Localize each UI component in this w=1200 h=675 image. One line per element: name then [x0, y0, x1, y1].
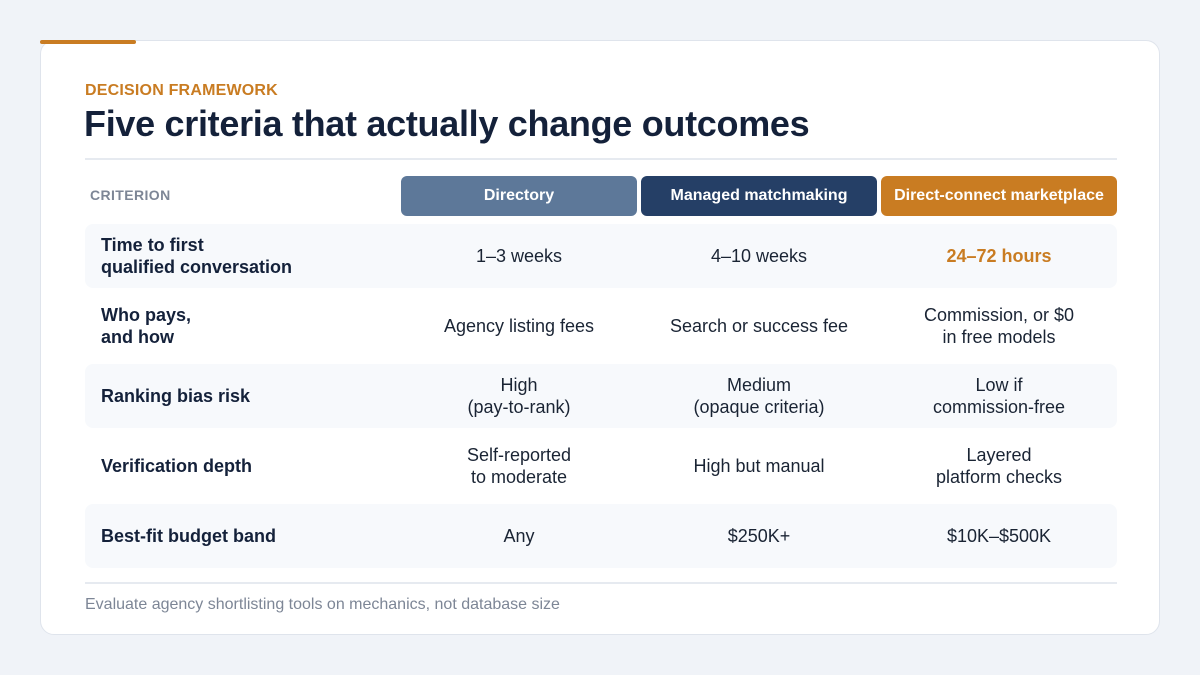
- footer-divider: [85, 582, 1117, 584]
- directory-value: High (pay-to-rank): [467, 375, 571, 417]
- title-divider: [85, 158, 1117, 160]
- managed-matchmaking-value: Medium (opaque criteria): [693, 375, 825, 417]
- directory-value: Agency listing fees: [443, 316, 595, 336]
- column-header-managed-matchmaking: Managed matchmaking: [641, 176, 877, 216]
- directory-value: 1–3 weeks: [475, 246, 563, 266]
- table-row: Time to first qualified conversation 1–3…: [85, 224, 1117, 288]
- row-criterion-label: Best-fit budget band: [101, 526, 276, 546]
- framework-card: DECISION FRAMEWORK Five criteria that ac…: [40, 40, 1160, 635]
- row-criterion-label: Who pays, and how: [101, 305, 192, 347]
- directory-value: Self-reported to moderate: [466, 445, 572, 487]
- table-row: Verification depth Self-reported to mode…: [85, 434, 1117, 498]
- column-header-direct-connect-marketplace: Direct-connect marketplace: [881, 176, 1117, 216]
- direct-connect-value: $10K–$500K: [946, 526, 1052, 546]
- table-row: Who pays, and how Agency listing fees Se…: [85, 294, 1117, 358]
- managed-matchmaking-value: Search or success fee: [669, 316, 849, 336]
- eyebrow-label: DECISION FRAMEWORK: [85, 82, 278, 99]
- direct-connect-value: Low if commission-free: [932, 375, 1066, 417]
- row-criterion-label: Verification depth: [101, 456, 253, 476]
- table-row: Best-fit budget band Any $250K+ $10K–$50…: [85, 504, 1117, 568]
- criterion-column-header: CRITERION: [90, 187, 171, 203]
- page-title: Five criteria that actually change outco…: [84, 103, 810, 144]
- directory-value: Any: [503, 526, 535, 546]
- managed-matchmaking-value: High but manual: [693, 456, 825, 476]
- table-row: Ranking bias risk High (pay-to-rank) Med…: [85, 364, 1117, 428]
- column-header-directory: Directory: [401, 176, 637, 216]
- direct-connect-value: 24–72 hours: [946, 246, 1052, 266]
- row-criterion-label: Ranking bias risk: [101, 386, 251, 406]
- managed-matchmaking-value: 4–10 weeks: [710, 246, 808, 266]
- direct-connect-value: Commission, or $0 in free models: [923, 305, 1075, 347]
- footer-note: Evaluate agency shortlisting tools on me…: [85, 596, 560, 613]
- managed-matchmaking-value: $250K+: [727, 526, 791, 546]
- accent-bar: [40, 40, 136, 44]
- row-criterion-label: Time to first qualified conversation: [101, 235, 293, 277]
- direct-connect-value: Layered platform checks: [935, 445, 1063, 487]
